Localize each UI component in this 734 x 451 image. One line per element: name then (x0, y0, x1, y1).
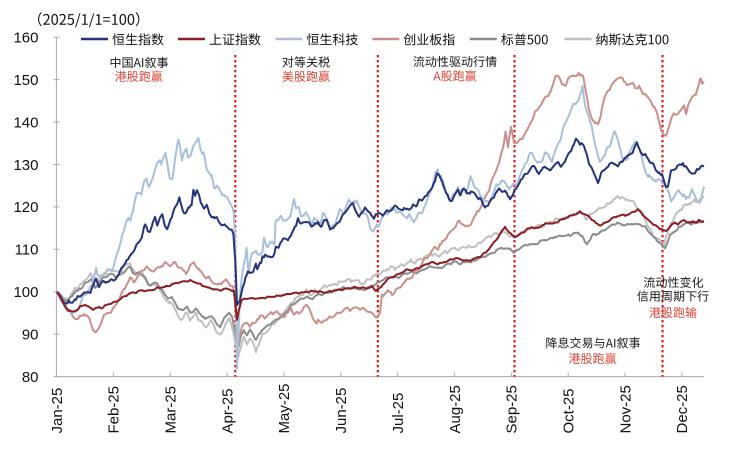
svg-text:Feb-25: Feb-25 (106, 386, 123, 434)
svg-text:100: 100 (13, 284, 38, 301)
svg-text:Nov-25: Nov-25 (617, 385, 634, 433)
svg-text:Mar-25: Mar-25 (163, 386, 180, 434)
svg-text:120: 120 (13, 199, 38, 216)
svg-text:Jan-25: Jan-25 (49, 388, 66, 434)
svg-text:160: 160 (13, 30, 38, 47)
svg-text:Dec-25: Dec-25 (674, 385, 691, 433)
svg-text:Apr-25: Apr-25 (219, 388, 236, 433)
svg-text:Sep-25: Sep-25 (504, 385, 521, 433)
svg-text:90: 90 (22, 327, 39, 344)
svg-text:140: 140 (13, 114, 38, 131)
svg-text:Oct-25: Oct-25 (561, 388, 578, 433)
svg-text:Aug-25: Aug-25 (447, 385, 464, 433)
svg-text:Jun-25: Jun-25 (333, 388, 350, 434)
svg-text:May-25: May-25 (276, 383, 293, 433)
svg-text:130: 130 (13, 157, 38, 174)
svg-text:Jul-25: Jul-25 (390, 393, 407, 434)
svg-text:150: 150 (13, 72, 38, 89)
svg-text:80: 80 (22, 369, 39, 386)
svg-text:110: 110 (15, 242, 39, 259)
